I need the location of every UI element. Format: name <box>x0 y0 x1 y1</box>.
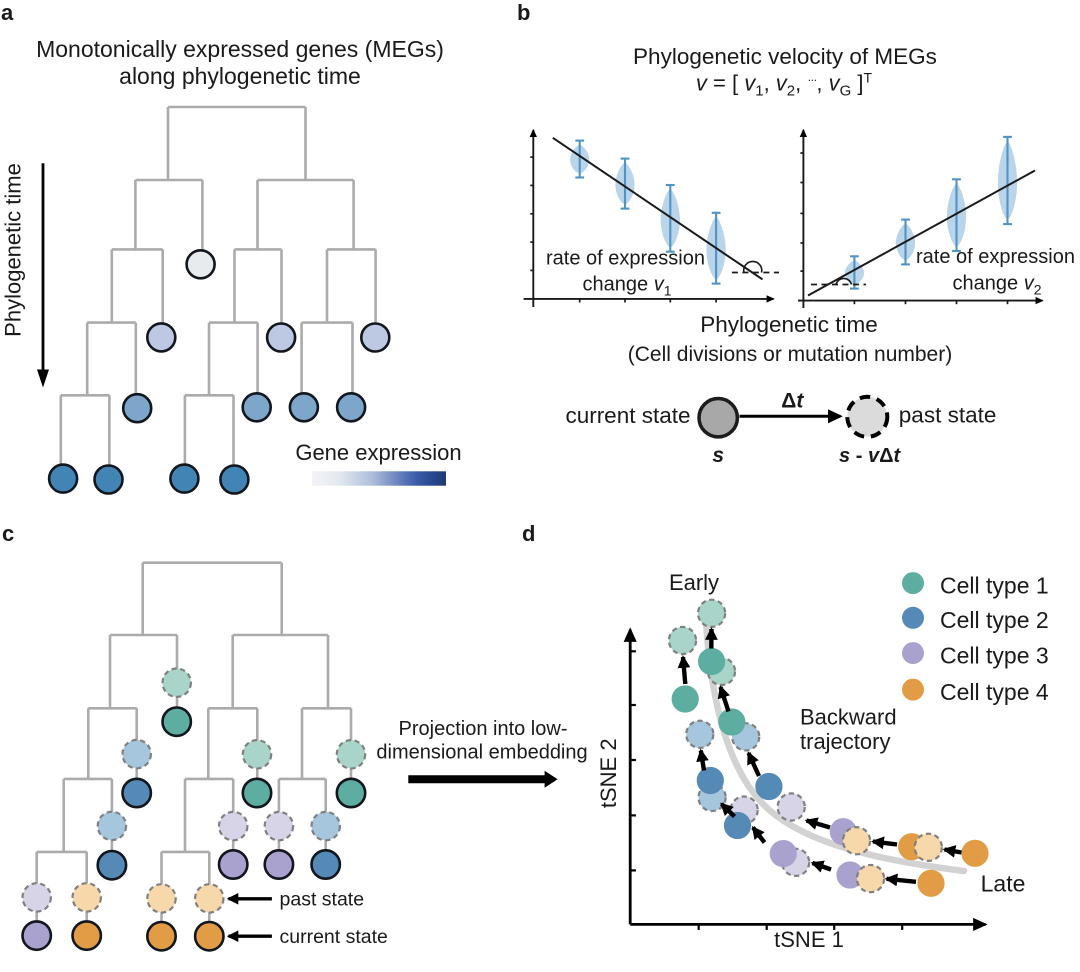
svg-text:rate of expression: rate of expression <box>916 246 1075 268</box>
svg-text:rate of expression: rate of expression <box>546 248 705 270</box>
svg-text:Δt: Δt <box>781 390 804 413</box>
svg-text:tSNE 2: tSNE 2 <box>596 738 621 808</box>
svg-text:(Cell divisions or mutation nu: (Cell divisions or mutation number) <box>628 343 952 366</box>
svg-text:a: a <box>1 0 14 25</box>
svg-text:Phylogenetic time: Phylogenetic time <box>1 163 26 337</box>
svg-text:change v1: change v1 <box>583 274 672 299</box>
svg-text:Phylogenetic velocity of MEGs: Phylogenetic velocity of MEGs <box>633 44 937 69</box>
svg-text:along phylogenetic time: along phylogenetic time <box>119 63 361 89</box>
svg-text:Monotonically expressed genes: Monotonically expressed genes (MEGs) <box>36 36 444 62</box>
svg-text:Cell type 2: Cell type 2 <box>940 607 1049 633</box>
svg-text:d: d <box>522 521 535 546</box>
svg-text:Cell type 3: Cell type 3 <box>940 642 1049 668</box>
svg-text:s - vΔt: s - vΔt <box>839 445 901 467</box>
svg-text:Cell type 4: Cell type 4 <box>940 679 1049 705</box>
svg-text:b: b <box>517 0 530 25</box>
svg-text:c: c <box>2 521 14 546</box>
svg-text:Projection into low-: Projection into low- <box>399 718 568 740</box>
svg-text:change v2: change v2 <box>953 273 1042 298</box>
svg-text:current state: current state <box>565 403 690 428</box>
svg-text:past state: past state <box>899 402 997 427</box>
svg-text:trajectory: trajectory <box>800 729 890 754</box>
svg-text:Late: Late <box>981 871 1026 897</box>
svg-text:current state: current state <box>280 926 388 948</box>
svg-text:Early: Early <box>669 570 719 595</box>
svg-text:Cell type 1: Cell type 1 <box>940 572 1049 598</box>
svg-text:dimensional embedding: dimensional embedding <box>376 742 587 764</box>
svg-text:Phylogenetic time: Phylogenetic time <box>700 312 878 337</box>
svg-text:tSNE 1: tSNE 1 <box>774 927 844 952</box>
svg-text:past state: past state <box>280 889 365 911</box>
svg-text:s: s <box>712 444 724 467</box>
svg-text:Gene expression: Gene expression <box>295 440 461 465</box>
svg-text:Backward: Backward <box>800 704 897 729</box>
